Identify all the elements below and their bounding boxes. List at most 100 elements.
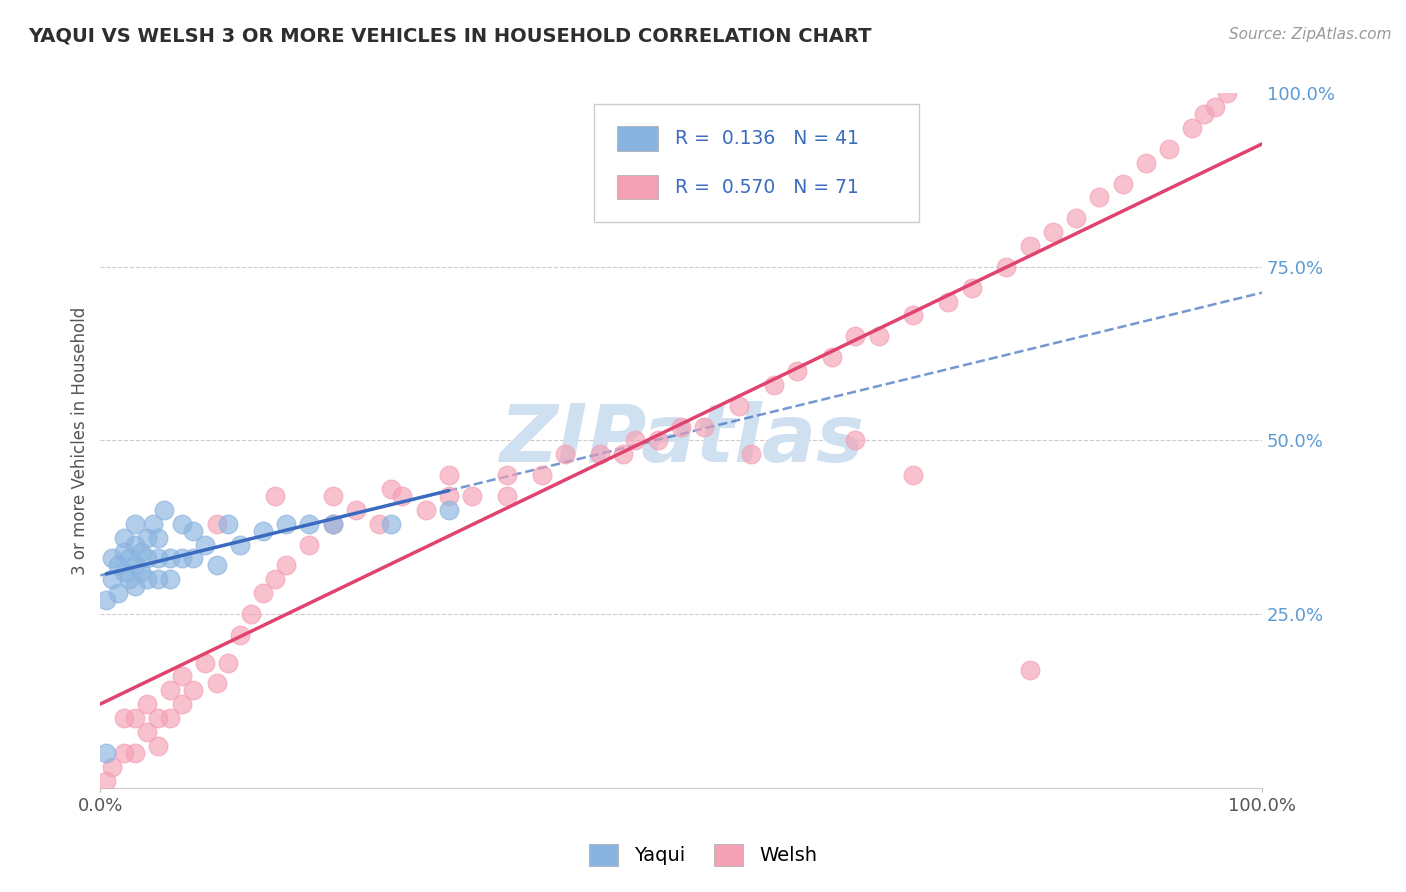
Point bbox=[112, 711, 135, 725]
Point bbox=[589, 447, 612, 461]
Point bbox=[96, 746, 118, 760]
Point bbox=[135, 697, 157, 711]
Point bbox=[170, 697, 193, 711]
Point bbox=[240, 607, 263, 621]
Point bbox=[205, 676, 228, 690]
Point bbox=[142, 516, 165, 531]
FancyBboxPatch shape bbox=[617, 175, 658, 199]
Point bbox=[124, 538, 146, 552]
Point bbox=[821, 350, 844, 364]
FancyBboxPatch shape bbox=[593, 103, 920, 222]
Point bbox=[496, 489, 519, 503]
Point bbox=[135, 531, 157, 545]
Text: Source: ZipAtlas.com: Source: ZipAtlas.com bbox=[1229, 27, 1392, 42]
Point bbox=[844, 329, 866, 343]
Point bbox=[1018, 663, 1040, 677]
Point bbox=[112, 566, 135, 580]
Point bbox=[170, 669, 193, 683]
Point bbox=[647, 434, 669, 448]
Point bbox=[1111, 177, 1133, 191]
Point bbox=[129, 566, 152, 580]
Point bbox=[1064, 211, 1087, 226]
Point bbox=[298, 516, 321, 531]
Point bbox=[298, 538, 321, 552]
Text: R =  0.570   N = 71: R = 0.570 N = 71 bbox=[675, 178, 859, 196]
Point bbox=[496, 468, 519, 483]
Point bbox=[217, 516, 239, 531]
Point bbox=[170, 516, 193, 531]
Point bbox=[170, 551, 193, 566]
Point bbox=[181, 683, 204, 698]
Point bbox=[124, 711, 146, 725]
Point bbox=[252, 586, 274, 600]
Point bbox=[148, 531, 170, 545]
Point bbox=[194, 538, 217, 552]
Point bbox=[763, 378, 786, 392]
Point bbox=[669, 419, 692, 434]
Point bbox=[368, 516, 391, 531]
Point bbox=[530, 468, 553, 483]
Point bbox=[101, 760, 124, 774]
Legend: Yaqui, Welsh: Yaqui, Welsh bbox=[581, 837, 825, 873]
Point bbox=[229, 628, 252, 642]
Point bbox=[96, 773, 118, 788]
Point bbox=[276, 558, 298, 573]
Point bbox=[1157, 142, 1180, 156]
Point bbox=[1192, 107, 1215, 121]
Point bbox=[868, 329, 890, 343]
Point bbox=[148, 572, 170, 586]
Point bbox=[322, 489, 344, 503]
Point bbox=[1204, 100, 1226, 114]
Point bbox=[124, 579, 146, 593]
Point bbox=[786, 364, 808, 378]
Point bbox=[135, 725, 157, 739]
Point bbox=[112, 746, 135, 760]
Point bbox=[118, 551, 141, 566]
Point bbox=[112, 531, 135, 545]
Point bbox=[159, 551, 181, 566]
Point bbox=[101, 551, 124, 566]
Point bbox=[437, 468, 460, 483]
Point bbox=[461, 489, 484, 503]
Point bbox=[415, 503, 437, 517]
Point bbox=[159, 711, 181, 725]
Text: R =  0.136   N = 41: R = 0.136 N = 41 bbox=[675, 129, 859, 148]
Point bbox=[740, 447, 762, 461]
Point bbox=[112, 544, 135, 558]
Point bbox=[344, 503, 367, 517]
Point bbox=[101, 572, 124, 586]
Point bbox=[391, 489, 413, 503]
Point bbox=[437, 503, 460, 517]
FancyBboxPatch shape bbox=[617, 127, 658, 151]
Point bbox=[159, 572, 181, 586]
Point bbox=[148, 711, 170, 725]
Point bbox=[903, 309, 925, 323]
Point bbox=[1216, 87, 1239, 101]
Point bbox=[1018, 239, 1040, 253]
Point bbox=[1181, 121, 1204, 136]
Point bbox=[380, 516, 402, 531]
Point bbox=[252, 524, 274, 538]
Point bbox=[96, 593, 118, 607]
Point bbox=[159, 683, 181, 698]
Point bbox=[936, 294, 959, 309]
Point bbox=[322, 516, 344, 531]
Point bbox=[181, 524, 204, 538]
Point bbox=[554, 447, 576, 461]
Point bbox=[118, 572, 141, 586]
Point bbox=[135, 572, 157, 586]
Text: ZIPatlas: ZIPatlas bbox=[499, 401, 863, 479]
Point bbox=[263, 489, 285, 503]
Point bbox=[1088, 190, 1111, 204]
Point bbox=[728, 399, 751, 413]
Point bbox=[612, 447, 634, 461]
Point bbox=[380, 482, 402, 496]
Point bbox=[322, 516, 344, 531]
Point bbox=[124, 746, 146, 760]
Point bbox=[181, 551, 204, 566]
Point bbox=[124, 516, 146, 531]
Point bbox=[217, 656, 239, 670]
Point bbox=[437, 489, 460, 503]
Point bbox=[844, 434, 866, 448]
Y-axis label: 3 or more Vehicles in Household: 3 or more Vehicles in Household bbox=[72, 306, 89, 574]
